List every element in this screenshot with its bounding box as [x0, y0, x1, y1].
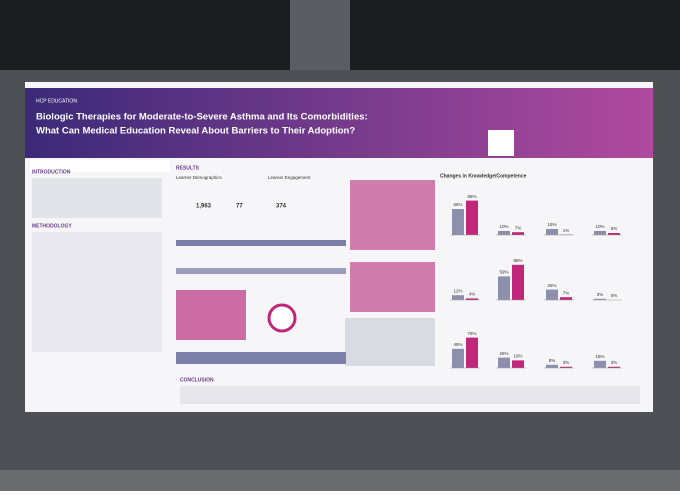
bar-list — [350, 180, 435, 250]
bar-label: 26% — [547, 283, 556, 288]
bar-strip — [176, 240, 346, 246]
section-title: RESULTS — [176, 165, 200, 171]
bar — [452, 349, 464, 368]
bar — [512, 265, 524, 300]
bar-label: 5% — [611, 226, 618, 231]
bar-list — [350, 262, 435, 312]
bar — [498, 358, 510, 368]
bar — [498, 276, 510, 300]
bar-label: 15% — [547, 222, 556, 227]
bar — [608, 233, 620, 235]
bar — [512, 232, 524, 235]
bar-label: 76% — [467, 331, 476, 336]
title: Biologic Therapies for Moderate-to-Sever… — [36, 112, 368, 123]
section-title: CONCLUSION — [180, 377, 214, 383]
bar-label: 59% — [499, 270, 508, 275]
conclusion-text — [180, 386, 640, 404]
bar — [594, 231, 606, 235]
subheading: Learner Demographics — [176, 175, 223, 180]
bar-label: 18% — [595, 354, 604, 359]
subheading: Changes in Knowledge/Competence — [440, 173, 527, 179]
bar — [452, 295, 464, 300]
bar — [546, 229, 558, 235]
bar-label: 10% — [499, 224, 508, 229]
bar-label: 19% — [513, 354, 522, 359]
bar-label: 1% — [563, 228, 570, 233]
bar-label: 3% — [611, 360, 618, 365]
bar-label: 88% — [513, 258, 522, 263]
bar — [594, 361, 606, 368]
header-label: HCP EDUCATION — [36, 98, 77, 104]
bar — [466, 201, 478, 235]
bar-label: 86% — [467, 194, 476, 199]
method-text — [32, 232, 162, 352]
bar-label: 48% — [453, 342, 462, 347]
bar — [560, 297, 572, 300]
bar-strip — [176, 268, 346, 274]
bar-label: 10% — [595, 224, 604, 229]
bar-label: 0% — [611, 293, 618, 298]
beam — [290, 0, 350, 70]
bar-label: 4% — [469, 292, 476, 297]
bar-list — [176, 290, 246, 340]
bar-label: 3% — [563, 360, 570, 365]
bar-label: 7% — [563, 290, 570, 295]
bar — [498, 231, 510, 235]
bar-label: 7% — [515, 225, 522, 230]
bar — [466, 338, 478, 368]
section-title: INTRODUCTION — [32, 169, 71, 175]
title: What Can Medical Education Reveal About … — [36, 126, 355, 137]
section-title: METHODOLOGY — [32, 223, 72, 229]
floor — [0, 470, 680, 491]
qr-code — [488, 130, 514, 156]
bar — [546, 365, 558, 368]
bar-label: 65% — [453, 202, 462, 207]
header-band — [25, 88, 653, 158]
photo — [345, 318, 435, 366]
bar — [452, 209, 464, 235]
bar-strip — [176, 352, 346, 364]
bar-label: 12% — [453, 288, 462, 293]
donut — [269, 305, 295, 331]
stat: 1,963 — [196, 204, 212, 210]
bar-label: 26% — [499, 351, 508, 356]
subheading: Learner Engagement — [268, 175, 311, 180]
intro-text — [32, 178, 162, 218]
stat: 77 — [236, 204, 243, 210]
bar-label: 3% — [597, 292, 604, 297]
bar — [512, 360, 524, 368]
bar-label: 8% — [549, 358, 556, 363]
bar — [546, 290, 558, 300]
stat: 374 — [276, 204, 287, 210]
